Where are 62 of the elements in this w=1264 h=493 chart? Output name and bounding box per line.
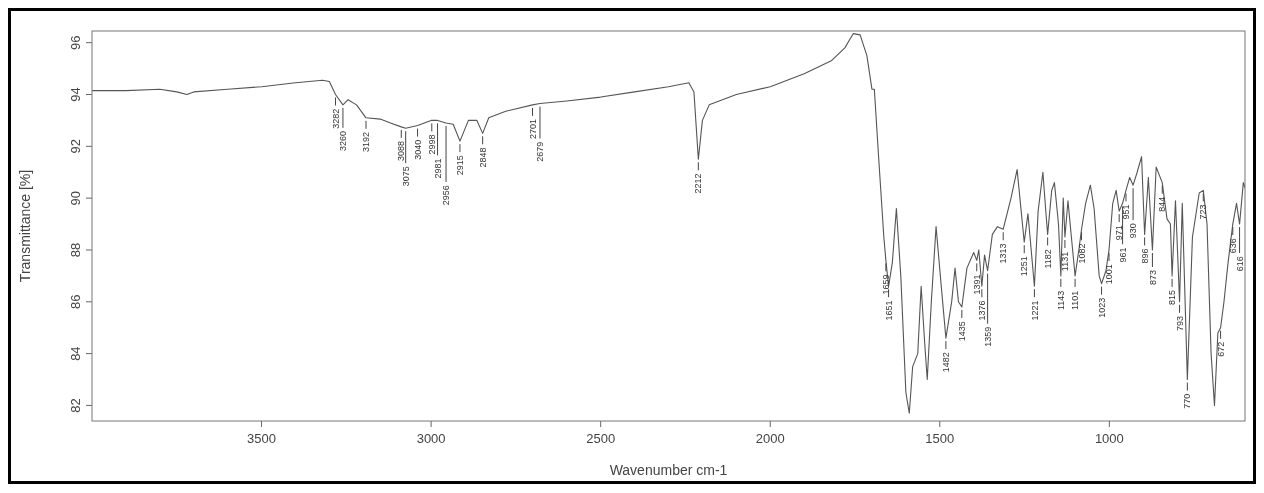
y-tick-label: 88 — [68, 242, 83, 258]
annotation: 2956 — [441, 185, 452, 206]
annotation: 951 — [1121, 204, 1132, 220]
annotation: 2848 — [477, 147, 488, 168]
annotation: 2981 — [432, 158, 443, 179]
annotation: 1143 — [1056, 290, 1067, 311]
y-tick-label: 86 — [68, 294, 83, 310]
annotation: 1435 — [956, 321, 967, 342]
x-tick-label: 2500 — [586, 431, 616, 446]
annotation: 2679 — [535, 141, 546, 162]
annotation: 3088 — [396, 141, 407, 162]
y-tick-label: 82 — [68, 398, 83, 413]
annotation: 1101 — [1070, 290, 1081, 311]
annotation: 1359 — [982, 326, 993, 347]
x-tick-label: 3500 — [247, 431, 277, 446]
annotation: 3192 — [361, 131, 372, 152]
annotation: 896 — [1139, 248, 1150, 264]
annotation: 844 — [1157, 196, 1168, 212]
x-tick-label: 2000 — [755, 431, 785, 446]
x-tick-label: 1000 — [1094, 431, 1124, 446]
y-tick-label: 94 — [68, 87, 83, 102]
annotation: 2212 — [693, 173, 704, 194]
annotation: 3040 — [412, 139, 423, 160]
annotation: 961 — [1117, 247, 1128, 263]
annotation: 1659 — [881, 274, 892, 295]
annotation: 1482 — [941, 352, 952, 373]
annotation: 672 — [1215, 341, 1226, 357]
annotation: 770 — [1182, 393, 1193, 409]
annotation: 1313 — [998, 243, 1009, 264]
annotation: 1001 — [1104, 264, 1115, 285]
annotation: 616 — [1234, 256, 1245, 272]
annotation: 3260 — [338, 130, 349, 152]
annotation: 1082 — [1076, 243, 1087, 264]
y-axis-title: Transmittance [%] — [16, 169, 33, 283]
annotation: 1651 — [883, 300, 894, 321]
x-tick-label: 1500 — [925, 431, 955, 446]
annotation: 793 — [1174, 315, 1185, 331]
annotation: 930 — [1128, 223, 1139, 239]
y-tick-label: 92 — [68, 139, 83, 154]
x-axis-title: Wavenumber cm-1 — [609, 462, 728, 478]
line-series — [92, 33, 1245, 414]
annotation: 873 — [1147, 270, 1158, 286]
annotation: 2701 — [527, 118, 538, 140]
annotation: 1131 — [1060, 251, 1071, 272]
annotation: 1376 — [976, 300, 987, 321]
annotation: 1251 — [1019, 256, 1030, 277]
annotation: 1023 — [1096, 297, 1107, 318]
y-tick-label: 84 — [68, 346, 83, 361]
annotation: 815 — [1167, 289, 1178, 305]
annotation: 1221 — [1029, 300, 1040, 321]
y-tick-label: 96 — [68, 35, 83, 50]
annotation: 1182 — [1042, 249, 1053, 269]
annotation: 2998 — [426, 134, 437, 155]
annotation: 971 — [1114, 225, 1125, 241]
annotation: 3282 — [330, 108, 341, 129]
x-tick-label: 3000 — [416, 431, 446, 446]
annotation: 723 — [1198, 204, 1209, 220]
annotation: 636 — [1227, 238, 1238, 254]
annotation: 3075 — [400, 166, 411, 187]
annotation: 1391 — [971, 274, 982, 295]
annotation: 2915 — [455, 155, 466, 176]
y-tick-label: 90 — [68, 190, 83, 206]
